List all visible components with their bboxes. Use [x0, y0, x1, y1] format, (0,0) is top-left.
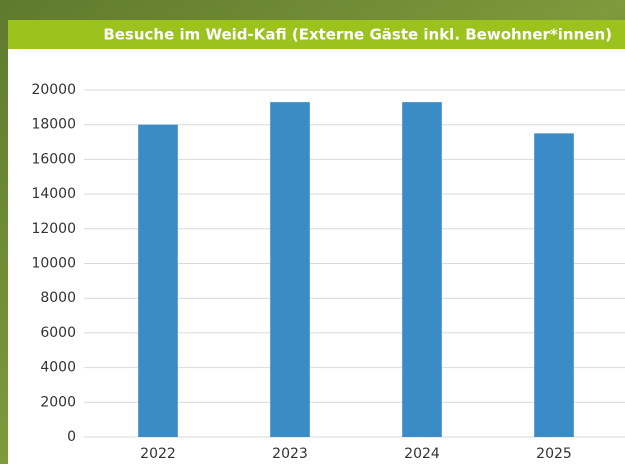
- page: Besuche im Weid-Kafi (Externe Gäste inkl…: [0, 0, 625, 464]
- y-tick-label: 14000: [31, 186, 76, 202]
- x-tick-label: 2023: [272, 446, 308, 462]
- bar: [402, 102, 442, 437]
- x-tick-label: 2024: [404, 446, 440, 462]
- y-tick-label: 8000: [40, 290, 76, 306]
- y-tick-label: 4000: [40, 360, 76, 376]
- x-tick-label: 2022: [140, 446, 176, 462]
- y-tick-label: 12000: [31, 221, 76, 237]
- y-tick-label: 2000: [40, 394, 76, 410]
- x-tick-label: 2025: [536, 446, 572, 462]
- chart-panel: [8, 48, 625, 464]
- chart: Besuche im Weid-Kafi (Externe Gäste inkl…: [0, 0, 625, 464]
- bar: [270, 102, 310, 437]
- y-tick-label: 20000: [31, 82, 76, 98]
- chart-title: Besuche im Weid-Kafi (Externe Gäste inkl…: [103, 26, 612, 44]
- y-tick-label: 10000: [31, 256, 76, 272]
- y-tick-label: 18000: [31, 117, 76, 133]
- y-tick-label: 0: [67, 429, 76, 445]
- y-tick-label: 16000: [31, 151, 76, 167]
- y-tick-label: 6000: [40, 325, 76, 341]
- bar: [534, 133, 574, 437]
- bar: [138, 125, 178, 437]
